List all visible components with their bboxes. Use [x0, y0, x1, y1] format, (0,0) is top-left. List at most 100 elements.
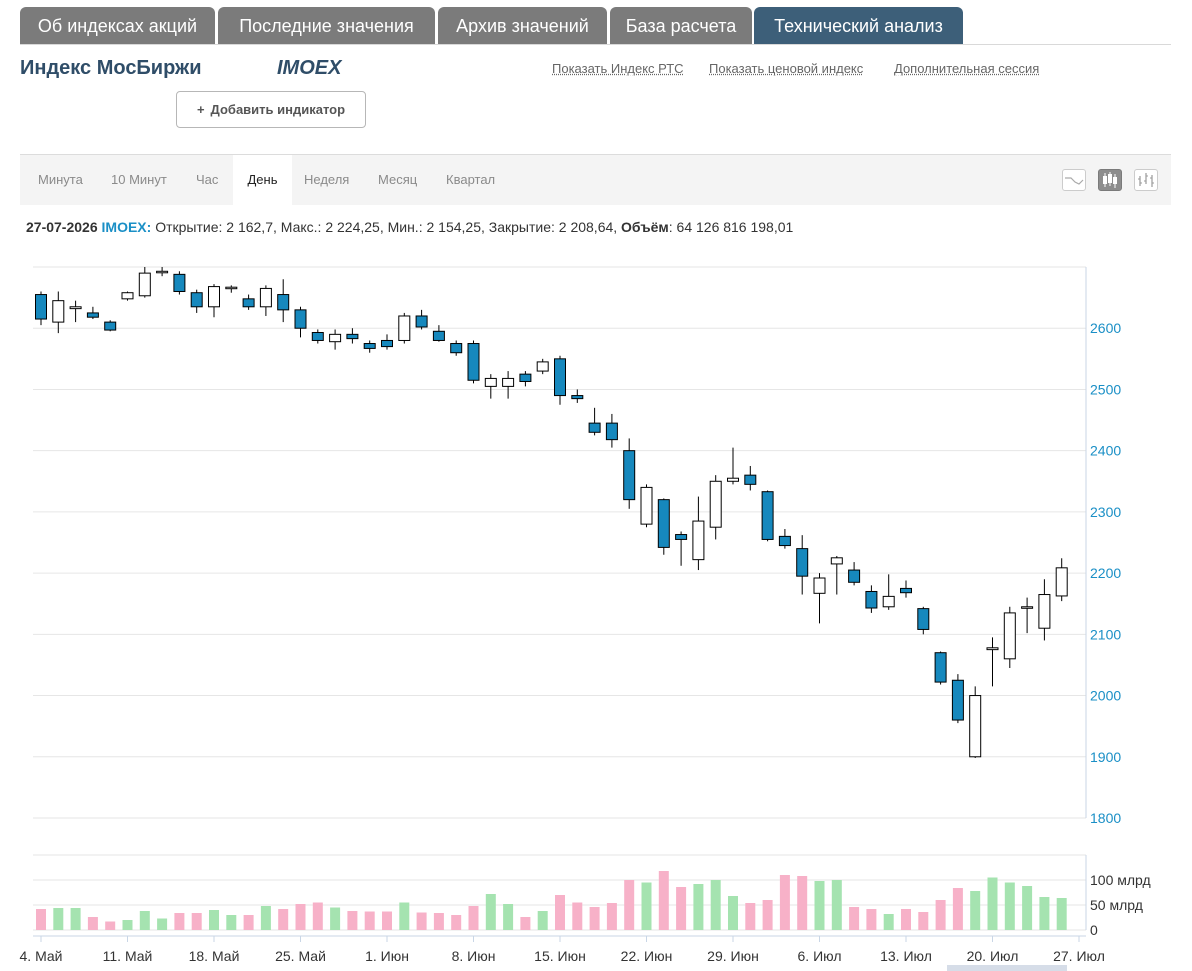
candlestick-chart-icon — [1103, 172, 1117, 188]
price-tick-label: 1800 — [1090, 810, 1121, 826]
add-indicator-button[interactable]: + Добавить индикатор — [176, 91, 366, 128]
candle-body — [917, 608, 930, 630]
price-tick-label: 2100 — [1090, 626, 1121, 642]
volume-bar — [399, 902, 410, 930]
candle-body — [484, 377, 497, 387]
x-tick-label: 8. Июн — [452, 948, 496, 964]
line-chart-button[interactable] — [1062, 169, 1086, 191]
candle-body — [519, 373, 532, 382]
candle-body — [709, 480, 722, 528]
candle-body — [536, 361, 549, 372]
x-tick-label: 25. Май — [275, 948, 326, 964]
candle-body — [571, 395, 584, 400]
price-grid — [33, 266, 1086, 819]
x-tick-label: 13. Июл — [880, 948, 932, 964]
candle-body — [415, 315, 428, 328]
tab-technical-analysis[interactable]: Технический анализ — [754, 7, 963, 44]
volume-bar — [503, 904, 514, 930]
volume-bar — [312, 902, 323, 930]
price-tick-label: 2000 — [1090, 688, 1121, 704]
info-volume-label: Объём — [621, 219, 669, 235]
period-quarter[interactable]: Квартал — [446, 172, 496, 187]
x-tick-label: 11. Май — [103, 948, 153, 964]
volume-bar — [1056, 898, 1067, 930]
volume-bar — [745, 903, 756, 930]
x-tick-label: 18. Май — [189, 948, 240, 964]
candle-body — [830, 557, 843, 565]
candlestick-chart-button[interactable] — [1098, 169, 1122, 191]
volume-axis: 0 50 млрд 100 млрд — [1085, 855, 1151, 938]
tab-last-values[interactable]: Последние значения — [218, 7, 435, 44]
candle-body — [346, 333, 359, 340]
ohlc-bar-chart-icon — [1138, 173, 1154, 187]
period-month[interactable]: Месяц — [378, 172, 418, 187]
period-hour[interactable]: Час — [196, 172, 219, 187]
candle-body — [242, 298, 255, 308]
candle-body — [294, 309, 307, 329]
candle-body — [657, 499, 670, 548]
volume-bar — [278, 909, 289, 930]
volume-bar — [762, 900, 773, 930]
candle-body — [1003, 612, 1016, 660]
x-tick-label: 1. Июн — [365, 948, 409, 964]
volume-bar — [589, 907, 600, 930]
candle-body — [934, 652, 947, 683]
candle-body — [432, 330, 445, 341]
volume-bar — [1022, 886, 1033, 930]
period-day[interactable]: День — [233, 155, 292, 205]
volume-bar — [174, 913, 185, 930]
candle-body — [69, 306, 82, 310]
candle-body — [156, 270, 169, 274]
price-tick-label: 1900 — [1090, 749, 1121, 765]
volume-bar — [970, 891, 981, 930]
candle-body — [225, 286, 238, 290]
x-axis: 4. Май 11. Май 18. Май 25. Май 1. Июн 8. Июн 1… — [20, 935, 1105, 971]
volume-bar — [831, 880, 842, 930]
index-title: Индекс МосБиржи — [20, 57, 202, 79]
volume-bar — [260, 906, 271, 930]
show-price-index-link[interactable]: Показать ценовой индекс — [709, 61, 864, 76]
candle-body — [605, 422, 618, 441]
volume-bar — [952, 888, 963, 930]
x-tick-label: 29. Июн — [707, 948, 759, 964]
period-week[interactable]: Неделя — [304, 172, 350, 187]
x-tick-label: 4. Май — [20, 948, 63, 964]
volume-bar — [883, 914, 894, 930]
candle-body — [190, 292, 203, 308]
candle-body — [502, 377, 515, 387]
candle-body — [259, 287, 272, 308]
additional-session-link[interactable]: Дополнительная сессия — [894, 61, 1040, 76]
candle-body — [277, 294, 290, 311]
volume-bar — [624, 880, 635, 930]
candle-body — [138, 272, 151, 297]
volume-bar — [87, 917, 98, 930]
x-tick-label: 20. Июл — [967, 948, 1019, 964]
candlestick-chart[interactable]: 1800 1900 2000 2100 2200 2300 2400 2500 2600 0 50… — [0, 250, 1192, 971]
volume-bar — [693, 884, 704, 930]
candle-body — [104, 321, 117, 331]
candle-body — [778, 535, 791, 547]
candle-body — [727, 477, 739, 482]
tab-about-indices[interactable]: Об индексах акций — [20, 7, 215, 44]
tab-calc-base[interactable]: База расчета — [610, 7, 752, 44]
candle-body — [865, 590, 878, 609]
candle-body — [398, 315, 411, 341]
add-indicator-label: Добавить индикатор — [210, 102, 346, 117]
x-tick-label: 6. Июл — [798, 948, 842, 964]
volume-bar — [901, 909, 911, 930]
volume-bar — [451, 915, 462, 930]
info-code: IMOEX — [101, 219, 147, 235]
volume-bar — [1039, 897, 1050, 930]
x-tick-label: 22. Июн — [621, 948, 673, 964]
candle-body — [623, 450, 636, 501]
tab-archive[interactable]: Архив значений — [438, 7, 607, 44]
show-rts-link[interactable]: Показать Индекс РТС — [552, 61, 684, 76]
ohlc-bar-chart-button[interactable] — [1134, 169, 1158, 191]
candle-body — [450, 343, 463, 354]
candle-body — [813, 577, 826, 594]
x-tick-label: 15. Июн — [534, 948, 586, 964]
period-minute[interactable]: Минута — [38, 172, 83, 187]
volume-bar — [555, 895, 565, 930]
volume-bar — [53, 908, 64, 930]
period-10-minutes[interactable]: 10 Минут — [111, 172, 167, 187]
